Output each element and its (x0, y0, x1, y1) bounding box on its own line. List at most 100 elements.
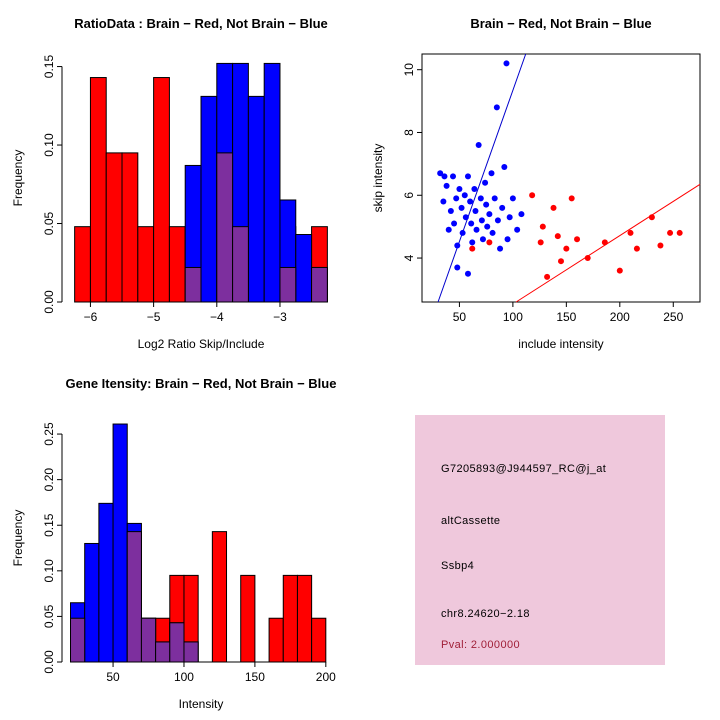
hist-bar-overlap-purple (126, 531, 142, 663)
x-tick-label: 200 (316, 670, 336, 684)
hist-bar-not-brain-blue (84, 542, 100, 663)
hist-bar-overlap-purple (279, 266, 297, 303)
y-tick-label: 6 (402, 192, 416, 199)
point-not-brain-blue (456, 185, 463, 192)
y-tick-label: 4 (402, 254, 416, 261)
event-type-text: altCassette (441, 515, 501, 527)
x-tick-label: 250 (663, 310, 683, 324)
y-tick-label: 0.15 (42, 513, 56, 537)
point-not-brain-blue (509, 195, 516, 202)
point-not-brain-blue (477, 195, 484, 202)
point-not-brain-blue (482, 179, 489, 186)
y-tick-label: 0.20 (42, 468, 56, 492)
panel-gene-info: G7205893@J944597_RC@j_at altCassette Ssb… (360, 360, 720, 720)
x-tick-label: 150 (556, 310, 576, 324)
hist-bar-not-brain-blue (98, 502, 114, 663)
y-tick-label: 0.05 (42, 604, 56, 628)
y-tick-label: 0.25 (42, 422, 56, 446)
point-brain-red (657, 242, 664, 249)
x-tick-label: −5 (147, 310, 161, 324)
gene-intensity-histogram-chart: 50 100 150 200 0.00 0.05 0.10 0.15 0.20 0.25 Gene … (11, 376, 337, 711)
hist-bar-brain-red (153, 77, 170, 303)
y-axis-label: skip intensity (371, 144, 385, 213)
point-not-brain-blue (503, 60, 510, 67)
y-tick-label: 0.00 (42, 290, 56, 314)
hist-bar-overlap-purple (140, 617, 157, 663)
chart-title: Gene Itensity: Brain − Red, Not Brain − … (66, 376, 337, 391)
hist-bar-overlap-purple (216, 152, 234, 303)
point-not-brain-blue (488, 170, 495, 177)
point-brain-red (601, 239, 608, 246)
hist-bar-not-brain-blue (263, 62, 281, 303)
hist-bar-overlap-purple (70, 617, 86, 663)
point-brain-red (568, 195, 575, 202)
y-tick-label: 0.15 (42, 55, 56, 79)
point-brain-red (616, 267, 623, 274)
x-tick-label: −3 (273, 310, 287, 324)
x-tick-label: −6 (84, 310, 98, 324)
hist-bar-overlap-purple (183, 641, 199, 663)
point-brain-red (648, 214, 655, 221)
panel-ratio-histogram: −6 −5 −4 −3 0.00 0.05 0.10 0.15 RatioData : Brai… (0, 0, 360, 360)
point-brain-red (563, 245, 570, 252)
ratio-histogram-chart: −6 −5 −4 −3 0.00 0.05 0.10 0.15 RatioData : Brai… (11, 16, 328, 351)
point-not-brain-blue (443, 182, 450, 189)
y-tick-label: 0.05 (42, 212, 56, 236)
point-not-brain-blue (441, 173, 448, 180)
point-not-brain-blue (479, 236, 486, 243)
point-not-brain-blue (450, 173, 457, 180)
blue-fit-line (437, 53, 527, 303)
point-not-brain-blue (489, 229, 496, 236)
x-tick-label: 100 (503, 310, 523, 324)
point-not-brain-blue (458, 204, 465, 211)
red-fit-line (515, 183, 701, 303)
hist-bar-brain-red (168, 226, 186, 303)
hist-bar-brain-red (240, 574, 256, 663)
point-not-brain-blue (468, 220, 475, 227)
hist-bar-brain-red (89, 77, 107, 303)
hist-bar-brain-red (311, 617, 327, 663)
point-not-brain-blue (462, 214, 469, 221)
hist-bar-not-brain-blue (295, 234, 313, 303)
gene-info-box: G7205893@J944597_RC@j_at altCassette Ssb… (415, 415, 665, 665)
point-brain-red (537, 239, 544, 246)
x-axis-label: include intensity (518, 337, 603, 351)
point-not-brain-blue (486, 211, 493, 218)
point-not-brain-blue (494, 217, 501, 224)
hist-bar-overlap-purple (169, 622, 185, 663)
point-not-brain-blue (453, 195, 460, 202)
point-not-brain-blue (471, 185, 478, 192)
x-axis-label: Intensity (179, 697, 224, 711)
point-brain-red (544, 273, 551, 280)
point-brain-red (558, 258, 564, 265)
y-tick-label: 0.10 (42, 559, 56, 583)
hist-bar-brain-red (296, 574, 313, 663)
hist-bar-not-brain-blue (112, 423, 128, 663)
point-brain-red (529, 192, 536, 199)
point-not-brain-blue (461, 192, 468, 199)
x-tick-label: 150 (245, 670, 265, 684)
point-not-brain-blue (491, 195, 498, 202)
point-not-brain-blue (475, 142, 482, 149)
point-not-brain-blue (506, 214, 513, 221)
hist-bar-overlap-purple (155, 641, 171, 663)
hist-bar-brain-red (105, 152, 123, 303)
point-not-brain-blue (499, 204, 506, 211)
point-not-brain-blue (440, 198, 447, 205)
plot-box (421, 53, 701, 303)
point-not-brain-blue (478, 217, 485, 224)
point-not-brain-blue (454, 242, 461, 249)
y-axis-label: Frequency (11, 510, 25, 567)
x-tick-label: 100 (174, 670, 194, 684)
point-brain-red (627, 229, 634, 236)
x-tick-label: 50 (106, 670, 120, 684)
x-tick-label: 200 (610, 310, 630, 324)
point-not-brain-blue (518, 211, 525, 218)
hist-bar-overlap-purple (232, 226, 249, 303)
hist-bar-overlap-purple (184, 266, 202, 303)
point-not-brain-blue (493, 104, 500, 111)
point-not-brain-blue (464, 270, 471, 277)
x-tick-label: 50 (453, 310, 467, 324)
intensity-scatter-chart: 50 100 150 200 250 4 6 8 10 Brain − Red, Not Brai… (371, 16, 701, 351)
